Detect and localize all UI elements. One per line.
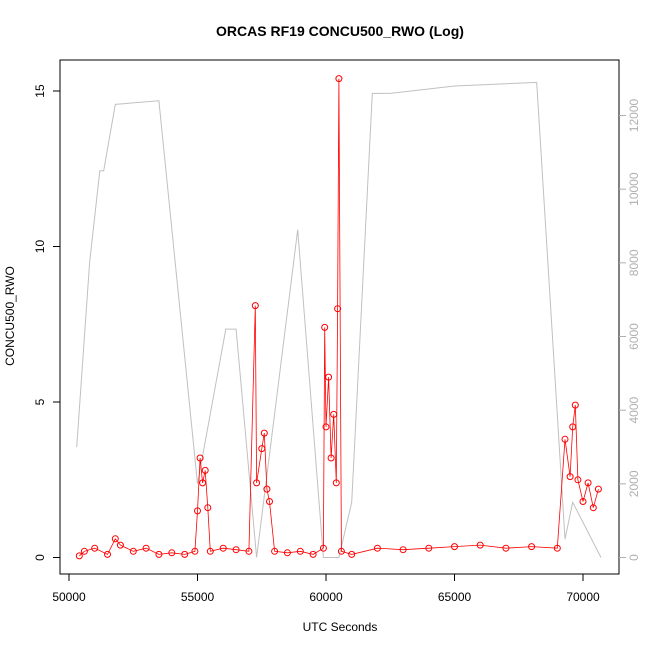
data-point (584, 479, 592, 487)
y2-tick-label: 12000 (627, 98, 641, 132)
axes-layer: 50000 55000 60000 65000 70000 0 5 10 15 0 2000 4000… (33, 84, 641, 604)
data-point (566, 473, 574, 481)
data-point (253, 479, 261, 487)
data-point (260, 429, 268, 437)
y2-tick-label: 4000 (627, 396, 641, 423)
data-point (334, 305, 342, 313)
y-tick-label: 5 (33, 398, 47, 405)
data-point (319, 544, 327, 552)
y-tick-label: 0 (33, 554, 47, 561)
data-point (399, 546, 407, 554)
y-tick-label: 15 (33, 84, 47, 98)
data-point (574, 476, 582, 484)
data-point (571, 401, 579, 409)
x-tick-label: 65000 (438, 590, 472, 604)
data-point (321, 323, 329, 331)
data-point (325, 373, 333, 381)
data-point (594, 485, 602, 493)
y2-tick-label: 10000 (627, 172, 641, 206)
x-tick-label: 55000 (181, 590, 215, 604)
data-point (111, 535, 119, 543)
data-point (206, 547, 214, 555)
data-point (283, 549, 291, 557)
data-point (266, 498, 273, 505)
y-axis-label: CONCU500_RWO (3, 266, 17, 366)
data-point (104, 550, 111, 558)
data-point (337, 547, 345, 555)
data-point (476, 541, 484, 549)
data-point (335, 75, 343, 83)
data-point (204, 504, 212, 512)
data-point (271, 547, 279, 555)
altitude-line-layer (76, 81, 602, 558)
data-point (502, 544, 510, 552)
data-point (309, 550, 317, 558)
altitude-line (76, 81, 602, 558)
data-point (561, 435, 569, 443)
data-point (373, 544, 381, 552)
series-layer (75, 75, 602, 560)
data-point (296, 547, 304, 555)
data-point (219, 544, 227, 552)
data-point (245, 547, 253, 555)
y2-tick-label: 8000 (627, 249, 641, 276)
data-point (194, 507, 201, 515)
data-point (91, 544, 99, 552)
data-point (528, 543, 536, 551)
data-point (553, 544, 561, 552)
series-line (79, 78, 599, 557)
data-point (258, 445, 266, 453)
y2-tick-label: 2000 (627, 470, 641, 497)
data-point (80, 547, 88, 555)
data-point (232, 546, 240, 554)
data-point (181, 550, 189, 558)
data-point (251, 302, 259, 310)
data-point (327, 454, 335, 462)
data-point (425, 544, 433, 552)
data-point (579, 498, 587, 505)
data-point (168, 549, 176, 557)
data-point (129, 547, 137, 555)
data-point (199, 479, 207, 487)
data-point (142, 544, 150, 552)
data-point (451, 543, 458, 551)
chart-title: ORCAS RF19 CONCU500_RWO (Log) (216, 23, 464, 39)
y-tick-label: 10 (33, 240, 47, 254)
data-point (191, 547, 199, 555)
data-point (332, 479, 340, 487)
data-point (75, 552, 83, 560)
data-point (322, 423, 330, 431)
data-point (569, 423, 577, 431)
y2-tick-label: 6000 (627, 323, 641, 350)
data-point (196, 454, 204, 462)
data-point (263, 485, 271, 493)
x-tick-label: 50000 (52, 590, 86, 604)
data-point (116, 541, 124, 549)
x-tick-label: 70000 (566, 590, 600, 604)
x-tick-label: 60000 (309, 590, 343, 604)
data-point (201, 466, 209, 474)
x-axis-label: UTC Seconds (303, 620, 378, 634)
data-point (330, 410, 338, 418)
data-point (589, 504, 597, 512)
data-point (348, 550, 356, 558)
data-point (155, 550, 163, 558)
plot-frame (59, 59, 620, 575)
y2-tick-label: 0 (627, 554, 641, 561)
